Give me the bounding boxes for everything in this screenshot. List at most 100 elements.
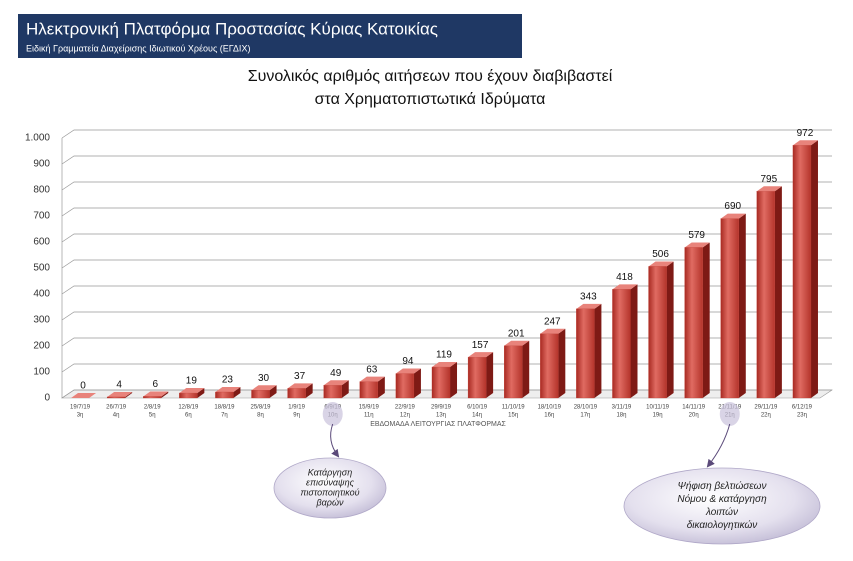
bar-top xyxy=(576,303,602,309)
bar xyxy=(504,345,523,399)
y-tick-label: 100 xyxy=(33,367,50,378)
x-tick-label: 6/10/19 xyxy=(467,405,488,411)
highlight xyxy=(322,402,343,426)
bar-top xyxy=(468,352,494,358)
bar xyxy=(467,357,487,399)
bar xyxy=(720,218,739,399)
value-label: 579 xyxy=(688,230,705,241)
annotation-bubble xyxy=(273,457,387,519)
x-tick-label: 28/10/19 xyxy=(574,405,598,411)
y-tick-label: 600 xyxy=(33,237,50,248)
bar-top xyxy=(287,383,313,389)
x-tick-label: 1/9/19 xyxy=(288,405,305,411)
bar-top xyxy=(504,340,530,346)
bar xyxy=(143,396,162,399)
value-label: 6 xyxy=(152,379,158,390)
bar xyxy=(756,191,776,399)
x-tick-week: 13η xyxy=(436,413,446,419)
value-label: 795 xyxy=(761,174,778,185)
x-tick-label: 14/11/19 xyxy=(682,405,706,411)
bar-side xyxy=(269,385,277,398)
bar-side xyxy=(522,340,530,398)
x-tick-week: 20η xyxy=(689,413,699,419)
bar xyxy=(540,333,559,399)
x-tick-label: 11/10/19 xyxy=(502,405,526,411)
bar-side xyxy=(702,242,710,398)
bar-top xyxy=(215,387,241,393)
bar-top xyxy=(323,380,349,386)
annotation-text: πιστοποιητικού xyxy=(300,487,359,497)
x-tick-week: 4η xyxy=(113,413,120,419)
annotation-text: Νόμου & κατάργηση xyxy=(677,493,767,505)
bar-side xyxy=(666,261,674,398)
value-label: 343 xyxy=(580,291,597,302)
value-label: 0 xyxy=(80,381,86,392)
x-tick-week: 12η xyxy=(400,413,410,419)
x-tick-week: 22η xyxy=(761,413,771,419)
bar-side xyxy=(450,362,458,398)
value-label: 30 xyxy=(258,373,270,384)
bar-side xyxy=(341,380,349,398)
value-label: 119 xyxy=(436,350,452,361)
annotation-text: δικαιολογητικών xyxy=(687,519,757,531)
grid-line xyxy=(61,181,832,191)
bar-side xyxy=(774,186,782,398)
header-banner xyxy=(18,14,522,58)
grid-line xyxy=(61,259,832,269)
x-tick-week: 6η xyxy=(185,413,192,419)
y-tick-label: 900 xyxy=(33,159,50,170)
value-label: 63 xyxy=(366,364,378,375)
x-tick-week: 16η xyxy=(544,413,554,419)
bar-top xyxy=(540,328,566,334)
bar xyxy=(359,381,378,399)
x-axis-label: ΕΒΔΟΜΑΔΑ ΛΕΙΤΟΥΡΓΙΑΣ ΠΛΑΤΦΟΡΜΑΣ xyxy=(370,421,506,428)
bar-top xyxy=(395,368,421,374)
x-tick-label: 2/8/19 xyxy=(144,405,161,411)
bar-side xyxy=(594,303,602,398)
x-tick-label: 29/11/19 xyxy=(754,405,778,411)
x-tick-label: 26/7/19 xyxy=(106,405,127,411)
bar-side xyxy=(630,284,638,398)
x-tick-label: 10/11/19 xyxy=(646,405,670,411)
x-tick-week: 7η xyxy=(221,413,228,419)
x-tick-label: 12/8/19 xyxy=(178,405,199,411)
bar-side xyxy=(161,391,169,398)
bar-top xyxy=(107,391,133,397)
bar-top xyxy=(179,388,205,394)
bar-top xyxy=(612,284,638,290)
x-tick-week: 18η xyxy=(616,413,626,419)
bar xyxy=(576,308,595,399)
bar xyxy=(648,266,667,399)
value-label: 19 xyxy=(186,376,198,387)
x-tick-week: 23η xyxy=(797,413,807,419)
annotation-arrow xyxy=(330,423,340,458)
bar-side xyxy=(125,391,133,398)
header-subtitle: Ειδική Γραμματεία Διαχείρισης Ιδιωτικού … xyxy=(26,43,250,53)
value-label: 4 xyxy=(116,380,122,391)
bar xyxy=(215,391,234,399)
grid-line xyxy=(61,311,832,321)
value-label: 49 xyxy=(330,368,342,379)
bar-side xyxy=(305,383,313,398)
grid-line xyxy=(61,337,832,347)
y-tick-label: 800 xyxy=(33,185,50,196)
annotation-text: λοιπών xyxy=(705,506,738,518)
grid-line xyxy=(61,233,832,243)
bar-side xyxy=(810,140,818,398)
bar-side xyxy=(413,368,421,398)
value-label: 972 xyxy=(797,128,814,139)
y-tick-label: 700 xyxy=(33,211,50,222)
annotation-arrow xyxy=(706,423,731,468)
bar-side xyxy=(233,387,241,398)
y-tick-label: 1.000 xyxy=(25,133,50,144)
annotation-text: βαρών xyxy=(316,497,344,507)
bar xyxy=(612,289,631,399)
bar-top xyxy=(756,186,782,192)
x-tick-week: 19η xyxy=(653,413,663,419)
y-tick-label: 200 xyxy=(33,341,50,352)
x-tick-label: 19/7/19 xyxy=(70,405,91,411)
bar xyxy=(395,373,415,399)
value-label: 247 xyxy=(544,316,561,327)
x-tick-label: 25/8/19 xyxy=(251,405,272,411)
